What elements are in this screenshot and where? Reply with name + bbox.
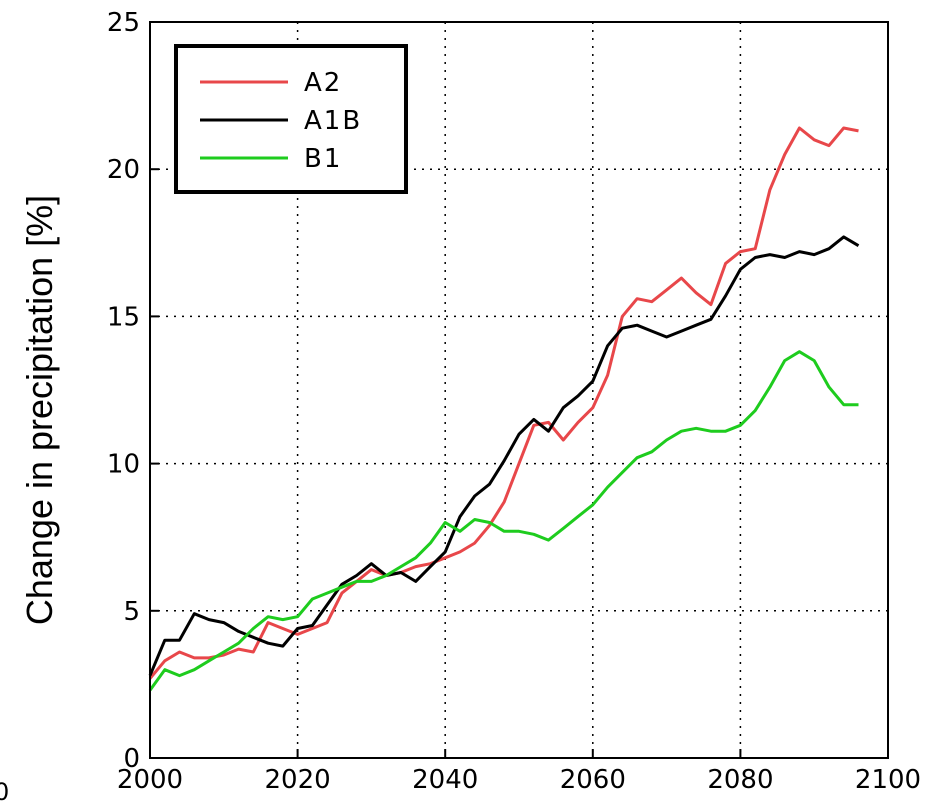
x-tick-label: 2000 (117, 765, 183, 795)
legend-label-a1b: A1B (304, 106, 362, 136)
series-line-b1 (148, 350, 859, 692)
plot-frame (149, 21, 889, 759)
y-tick-label: 0 (123, 744, 140, 774)
y-tick-label: 20 (107, 155, 140, 185)
y-tick-label: 5 (123, 597, 140, 627)
x-tick-label: 2060 (560, 765, 626, 795)
y-tick-label: 25 (107, 8, 140, 38)
legend-label-b1: B1 (304, 144, 342, 174)
x-tick-label: 2020 (265, 765, 331, 795)
x-tick-label: 2080 (707, 765, 773, 795)
series-line-a1b (148, 235, 860, 677)
legend: A2 A1B B1 (174, 44, 408, 194)
y-axis-label: Change in precipitation [%] (19, 195, 60, 625)
y-tick-label: 10 (107, 450, 140, 480)
series-lines (148, 126, 860, 692)
legend-label-a2: A2 (304, 68, 342, 98)
series-line-a2 (148, 126, 859, 680)
y-tick-label: 15 (107, 302, 140, 332)
x-tick-label: 2100 (855, 765, 921, 795)
axis-ticks: 2000 2020 2040 2060 2080 2100 0 5 10 15 20 25 (107, 8, 921, 795)
x-tick-label: 2040 (412, 765, 478, 795)
stray-tick-label: 0 (0, 778, 9, 806)
